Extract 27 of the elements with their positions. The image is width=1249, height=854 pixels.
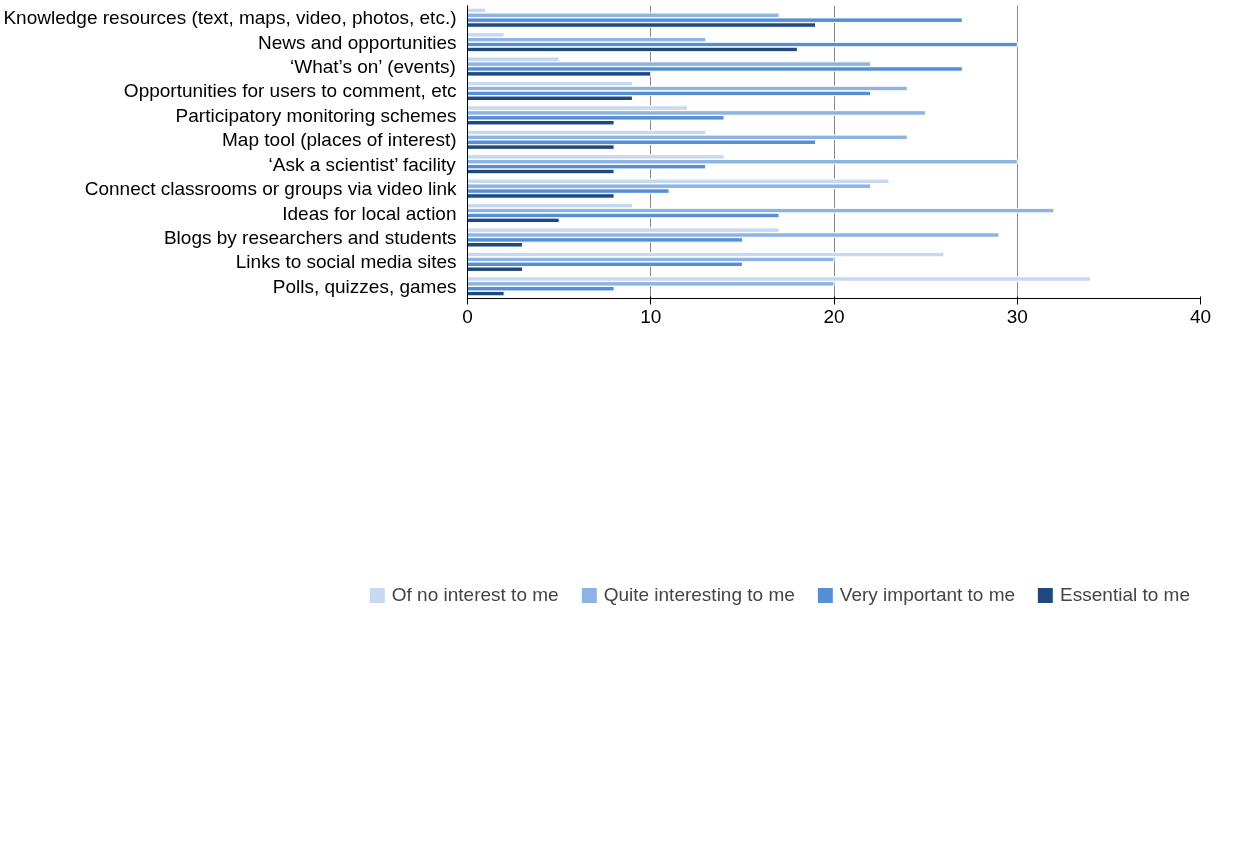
legend-label: Very important to me [839,584,1016,606]
legend-label: Essential to me [1060,584,1190,606]
y-tick-label: Blogs by researchers and students [163,226,457,248]
bar [467,134,908,141]
legend-label: Quite interesting to me [603,584,795,606]
y-tick-label: Links to social media sites [235,251,457,273]
bar [467,85,908,92]
y-tick-label: Polls, quizzes, games [272,275,457,297]
y-tick-label: News and opportunities [257,31,457,53]
x-tick-label: 0 [462,305,473,327]
x-tick-label: 20 [823,305,845,327]
bar [467,178,890,185]
y-tick-label: ‘What’s on’ (events) [290,56,456,78]
x-tick-label: 10 [640,305,662,327]
legend-label: Of no interest to me [391,584,559,606]
bar [467,41,1018,48]
y-tick-label: Map tool (places of interest) [222,129,457,151]
y-tick-label: Knowledge resources (text, maps, video, photos, etc.) [3,7,457,29]
y-tick-label: Participatory monitoring schemes [175,104,457,126]
bar [467,251,945,258]
y-tick-label: Ideas for local action [282,202,457,224]
y-tick-label: Connect classrooms or groups via video link [84,178,457,200]
y-tick-label: ‘Ask a scientist’ facility [268,153,457,175]
y-tick-label: Opportunities for users to comment, etc [123,80,457,102]
bar [467,207,1055,214]
x-tick-label: 30 [1006,305,1028,327]
x-tick-label: 40 [1189,305,1212,327]
